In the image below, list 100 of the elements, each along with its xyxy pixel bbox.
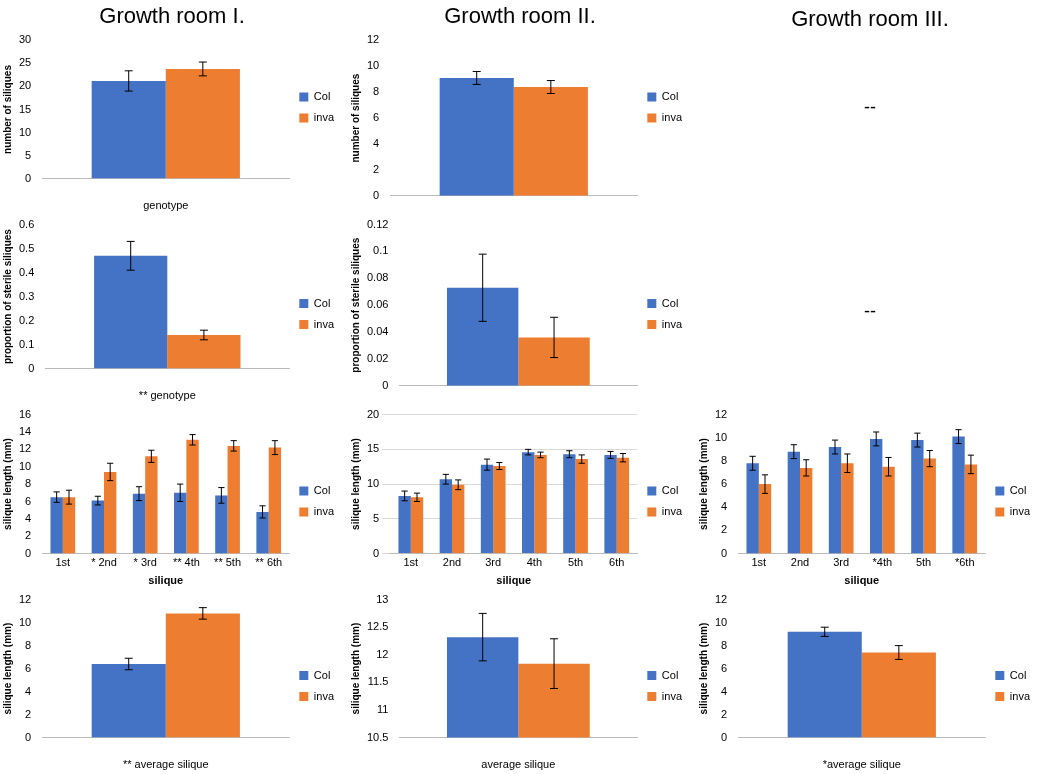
- y-tick-label: 0: [25, 171, 32, 184]
- legend-label: inva: [313, 111, 335, 124]
- legend-label: Col: [661, 90, 679, 103]
- bar: [480, 464, 494, 554]
- y-tick-label: 11.5: [367, 675, 389, 688]
- bar: [62, 497, 76, 554]
- y-tick-label: 0.12: [366, 217, 389, 230]
- y-tick-label: 0: [25, 730, 32, 743]
- y-tick-label: 6: [25, 661, 32, 674]
- x-tick-label: 6th: [609, 556, 625, 569]
- legend-label: inva: [313, 505, 335, 518]
- y-tick-label: 4: [721, 500, 728, 513]
- legend-label: Col: [1009, 668, 1027, 681]
- x-tick-label: 2nd: [442, 556, 462, 569]
- y-tick-label: 12.5: [366, 620, 389, 633]
- bar: [800, 467, 813, 554]
- x-tick-label: 2nd: [790, 556, 810, 569]
- bar: [964, 464, 978, 554]
- y-tick-label: 12: [714, 592, 728, 605]
- x-tick-label: *6th: [954, 556, 975, 569]
- legend-label: inva: [313, 689, 335, 702]
- y-tick-label: 11: [376, 703, 389, 716]
- text: --: [863, 96, 877, 118]
- y-tick-label: 10: [366, 477, 380, 490]
- y-tick-label: 4: [25, 511, 32, 524]
- y-axis-title: silique length (mm): [697, 622, 709, 715]
- x-tick-label: 5th: [567, 556, 584, 569]
- bar: [746, 463, 759, 554]
- bar: [398, 495, 411, 554]
- x-tick-label: * 2nd: [91, 556, 117, 569]
- bar: [911, 440, 924, 554]
- x-tick-label: 5th: [915, 556, 932, 569]
- bar: [923, 458, 936, 554]
- bar: [604, 454, 617, 554]
- x-axis-title: *average silique: [822, 758, 901, 771]
- y-tick-label: 14: [18, 425, 32, 438]
- x-tick-label: * 3rd: [133, 556, 157, 569]
- y-tick-label: 0.5: [18, 241, 35, 254]
- y-tick-label: 0.06: [366, 298, 389, 311]
- legend-label: Col: [313, 296, 331, 309]
- legend-label: inva: [661, 689, 683, 702]
- x-tick-label: ** 5th: [214, 556, 242, 569]
- bar: [952, 436, 965, 554]
- y-tick-label: 2: [721, 523, 728, 536]
- x-tick-label: *4th: [872, 556, 893, 569]
- y-axis-title: number of siliques: [349, 73, 361, 163]
- bar: [534, 454, 547, 554]
- x-tick-label: 1st: [751, 556, 767, 569]
- y-tick-label: 0: [721, 546, 728, 559]
- y-tick-label: 5: [25, 148, 32, 161]
- y-tick-label: 12: [714, 407, 728, 420]
- y-tick-label: 0.08: [366, 271, 389, 284]
- y-axis-title: silique length (mm): [697, 438, 709, 530]
- y-tick-label: 2: [25, 529, 32, 542]
- bar: [145, 456, 158, 554]
- bar: [91, 500, 105, 554]
- y-tick-label: 0: [373, 546, 380, 559]
- bar: [174, 492, 187, 554]
- y-axis-title: silique length (mm): [1, 622, 13, 715]
- x-tick-label: 1st: [55, 556, 71, 569]
- y-tick-label: 16: [18, 407, 32, 420]
- bar: [268, 447, 282, 554]
- y-tick-label: 12: [18, 592, 32, 605]
- bar: [104, 471, 117, 554]
- legend-label: Col: [1009, 484, 1027, 497]
- bar: [132, 493, 146, 554]
- y-tick-label: 0.1: [373, 244, 389, 257]
- bar: [563, 454, 576, 554]
- y-tick-label: 6: [721, 477, 728, 490]
- y-tick-label: 10: [18, 615, 32, 628]
- y-tick-label: 10.5: [366, 730, 389, 743]
- bar: [215, 495, 228, 554]
- y-tick-label: 4: [373, 137, 380, 150]
- y-tick-label: 12: [366, 33, 380, 46]
- legend-label: inva: [313, 317, 335, 330]
- y-tick-label: 10: [714, 430, 728, 443]
- bar: [410, 497, 424, 554]
- x-axis-title: average silique: [481, 758, 556, 771]
- y-axis-title: proportion of sterile siliques: [1, 228, 13, 365]
- x-axis-title: silique: [844, 574, 880, 587]
- y-tick-label: 0: [28, 361, 35, 374]
- y-tick-label: 10: [18, 459, 32, 472]
- x-tick-label: 3rd: [485, 556, 502, 569]
- bar: [439, 479, 453, 554]
- y-tick-label: 2: [373, 162, 380, 175]
- y-tick-label: 20: [366, 407, 380, 420]
- y-tick-label: 4: [25, 684, 32, 697]
- y-tick-label: 13: [376, 592, 389, 605]
- bar: [758, 484, 772, 554]
- y-axis-title: proportion of sterile siliques: [349, 237, 361, 373]
- bar: [870, 438, 883, 554]
- y-tick-label: 12: [18, 442, 32, 455]
- bar: [828, 447, 842, 554]
- y-tick-label: 5: [373, 511, 380, 524]
- bar: [452, 484, 465, 554]
- bar: [882, 466, 895, 554]
- bar: [522, 452, 535, 554]
- y-tick-label: 0: [382, 378, 389, 391]
- y-tick-label: 10: [714, 615, 728, 628]
- y-tick-label: 8: [25, 477, 32, 490]
